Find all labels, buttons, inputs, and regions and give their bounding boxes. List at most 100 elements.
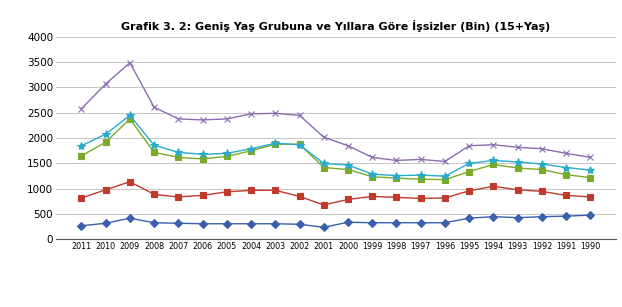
20-24 [102, 188, 109, 192]
35-54 [562, 151, 570, 155]
25-34 [102, 140, 109, 144]
25-34 [320, 166, 328, 169]
20-24 [490, 185, 497, 188]
55+ [199, 153, 207, 156]
15-19 [223, 222, 231, 226]
15-19 [417, 221, 424, 225]
35-54 [102, 82, 109, 86]
15-19 [538, 215, 545, 219]
25-34 [587, 176, 594, 180]
55+ [392, 174, 400, 177]
25-34 [199, 157, 207, 161]
15-19 [587, 213, 594, 217]
25-34 [248, 149, 255, 153]
35-54 [587, 156, 594, 159]
20-24 [344, 198, 351, 201]
25-34 [344, 168, 351, 171]
55+ [514, 160, 521, 164]
55+ [417, 173, 424, 177]
20-24 [272, 188, 279, 192]
35-54 [344, 144, 351, 148]
20-24 [368, 195, 376, 198]
Line: 35-54: 35-54 [78, 60, 593, 164]
55+ [562, 166, 570, 169]
25-34 [514, 166, 521, 170]
25-34 [417, 177, 424, 181]
Line: 15-19: 15-19 [78, 212, 593, 230]
20-24 [392, 196, 400, 199]
15-19 [562, 214, 570, 218]
35-54 [417, 157, 424, 161]
25-34 [392, 176, 400, 180]
15-19 [441, 221, 448, 225]
55+ [587, 168, 594, 172]
25-34 [368, 175, 376, 178]
55+ [126, 114, 134, 117]
20-24 [538, 189, 545, 193]
55+ [368, 172, 376, 176]
20-24 [562, 193, 570, 197]
25-34 [126, 117, 134, 121]
35-54 [175, 117, 182, 121]
15-19 [320, 225, 328, 229]
15-19 [248, 222, 255, 226]
15-19 [199, 222, 207, 226]
35-54 [272, 111, 279, 115]
55+ [248, 147, 255, 151]
35-54 [392, 159, 400, 162]
25-34 [78, 154, 85, 158]
35-54 [514, 146, 521, 149]
20-24 [441, 196, 448, 200]
20-24 [151, 192, 158, 196]
20-24 [199, 193, 207, 197]
15-19 [175, 221, 182, 225]
55+ [490, 159, 497, 162]
20-24 [223, 190, 231, 194]
25-34 [296, 142, 304, 146]
Title: Grafik 3. 2: Geniş Yaş Grubuna ve Yıllara Göre İşsizler (Bin) (15+Yaş): Grafik 3. 2: Geniş Yaş Grubuna ve Yıllar… [121, 20, 550, 32]
35-54 [78, 107, 85, 111]
15-19 [272, 222, 279, 226]
55+ [320, 161, 328, 165]
15-19 [126, 216, 134, 220]
20-24 [320, 203, 328, 207]
25-34 [223, 154, 231, 158]
55+ [441, 174, 448, 178]
20-24 [126, 180, 134, 184]
20-24 [417, 196, 424, 200]
15-19 [151, 221, 158, 225]
25-34 [441, 178, 448, 181]
35-54 [320, 135, 328, 139]
55+ [272, 141, 279, 145]
55+ [223, 151, 231, 155]
15-19 [465, 216, 473, 220]
15-19 [368, 221, 376, 225]
55+ [344, 163, 351, 167]
35-54 [368, 156, 376, 159]
55+ [296, 143, 304, 146]
15-19 [296, 222, 304, 226]
55+ [151, 143, 158, 147]
Line: 55+: 55+ [77, 111, 595, 180]
20-24 [465, 189, 473, 193]
35-54 [223, 117, 231, 121]
55+ [465, 161, 473, 165]
15-19 [490, 215, 497, 219]
15-19 [344, 220, 351, 224]
25-34 [490, 163, 497, 166]
15-19 [102, 221, 109, 225]
35-54 [465, 144, 473, 148]
20-24 [514, 188, 521, 192]
35-54 [126, 61, 134, 64]
25-34 [538, 168, 545, 171]
25-34 [562, 173, 570, 177]
20-24 [175, 195, 182, 199]
25-34 [151, 150, 158, 154]
55+ [538, 162, 545, 166]
15-19 [514, 216, 521, 220]
25-34 [465, 170, 473, 173]
Line: 20-24: 20-24 [78, 179, 593, 208]
55+ [78, 144, 85, 148]
35-54 [248, 112, 255, 116]
35-54 [151, 105, 158, 109]
